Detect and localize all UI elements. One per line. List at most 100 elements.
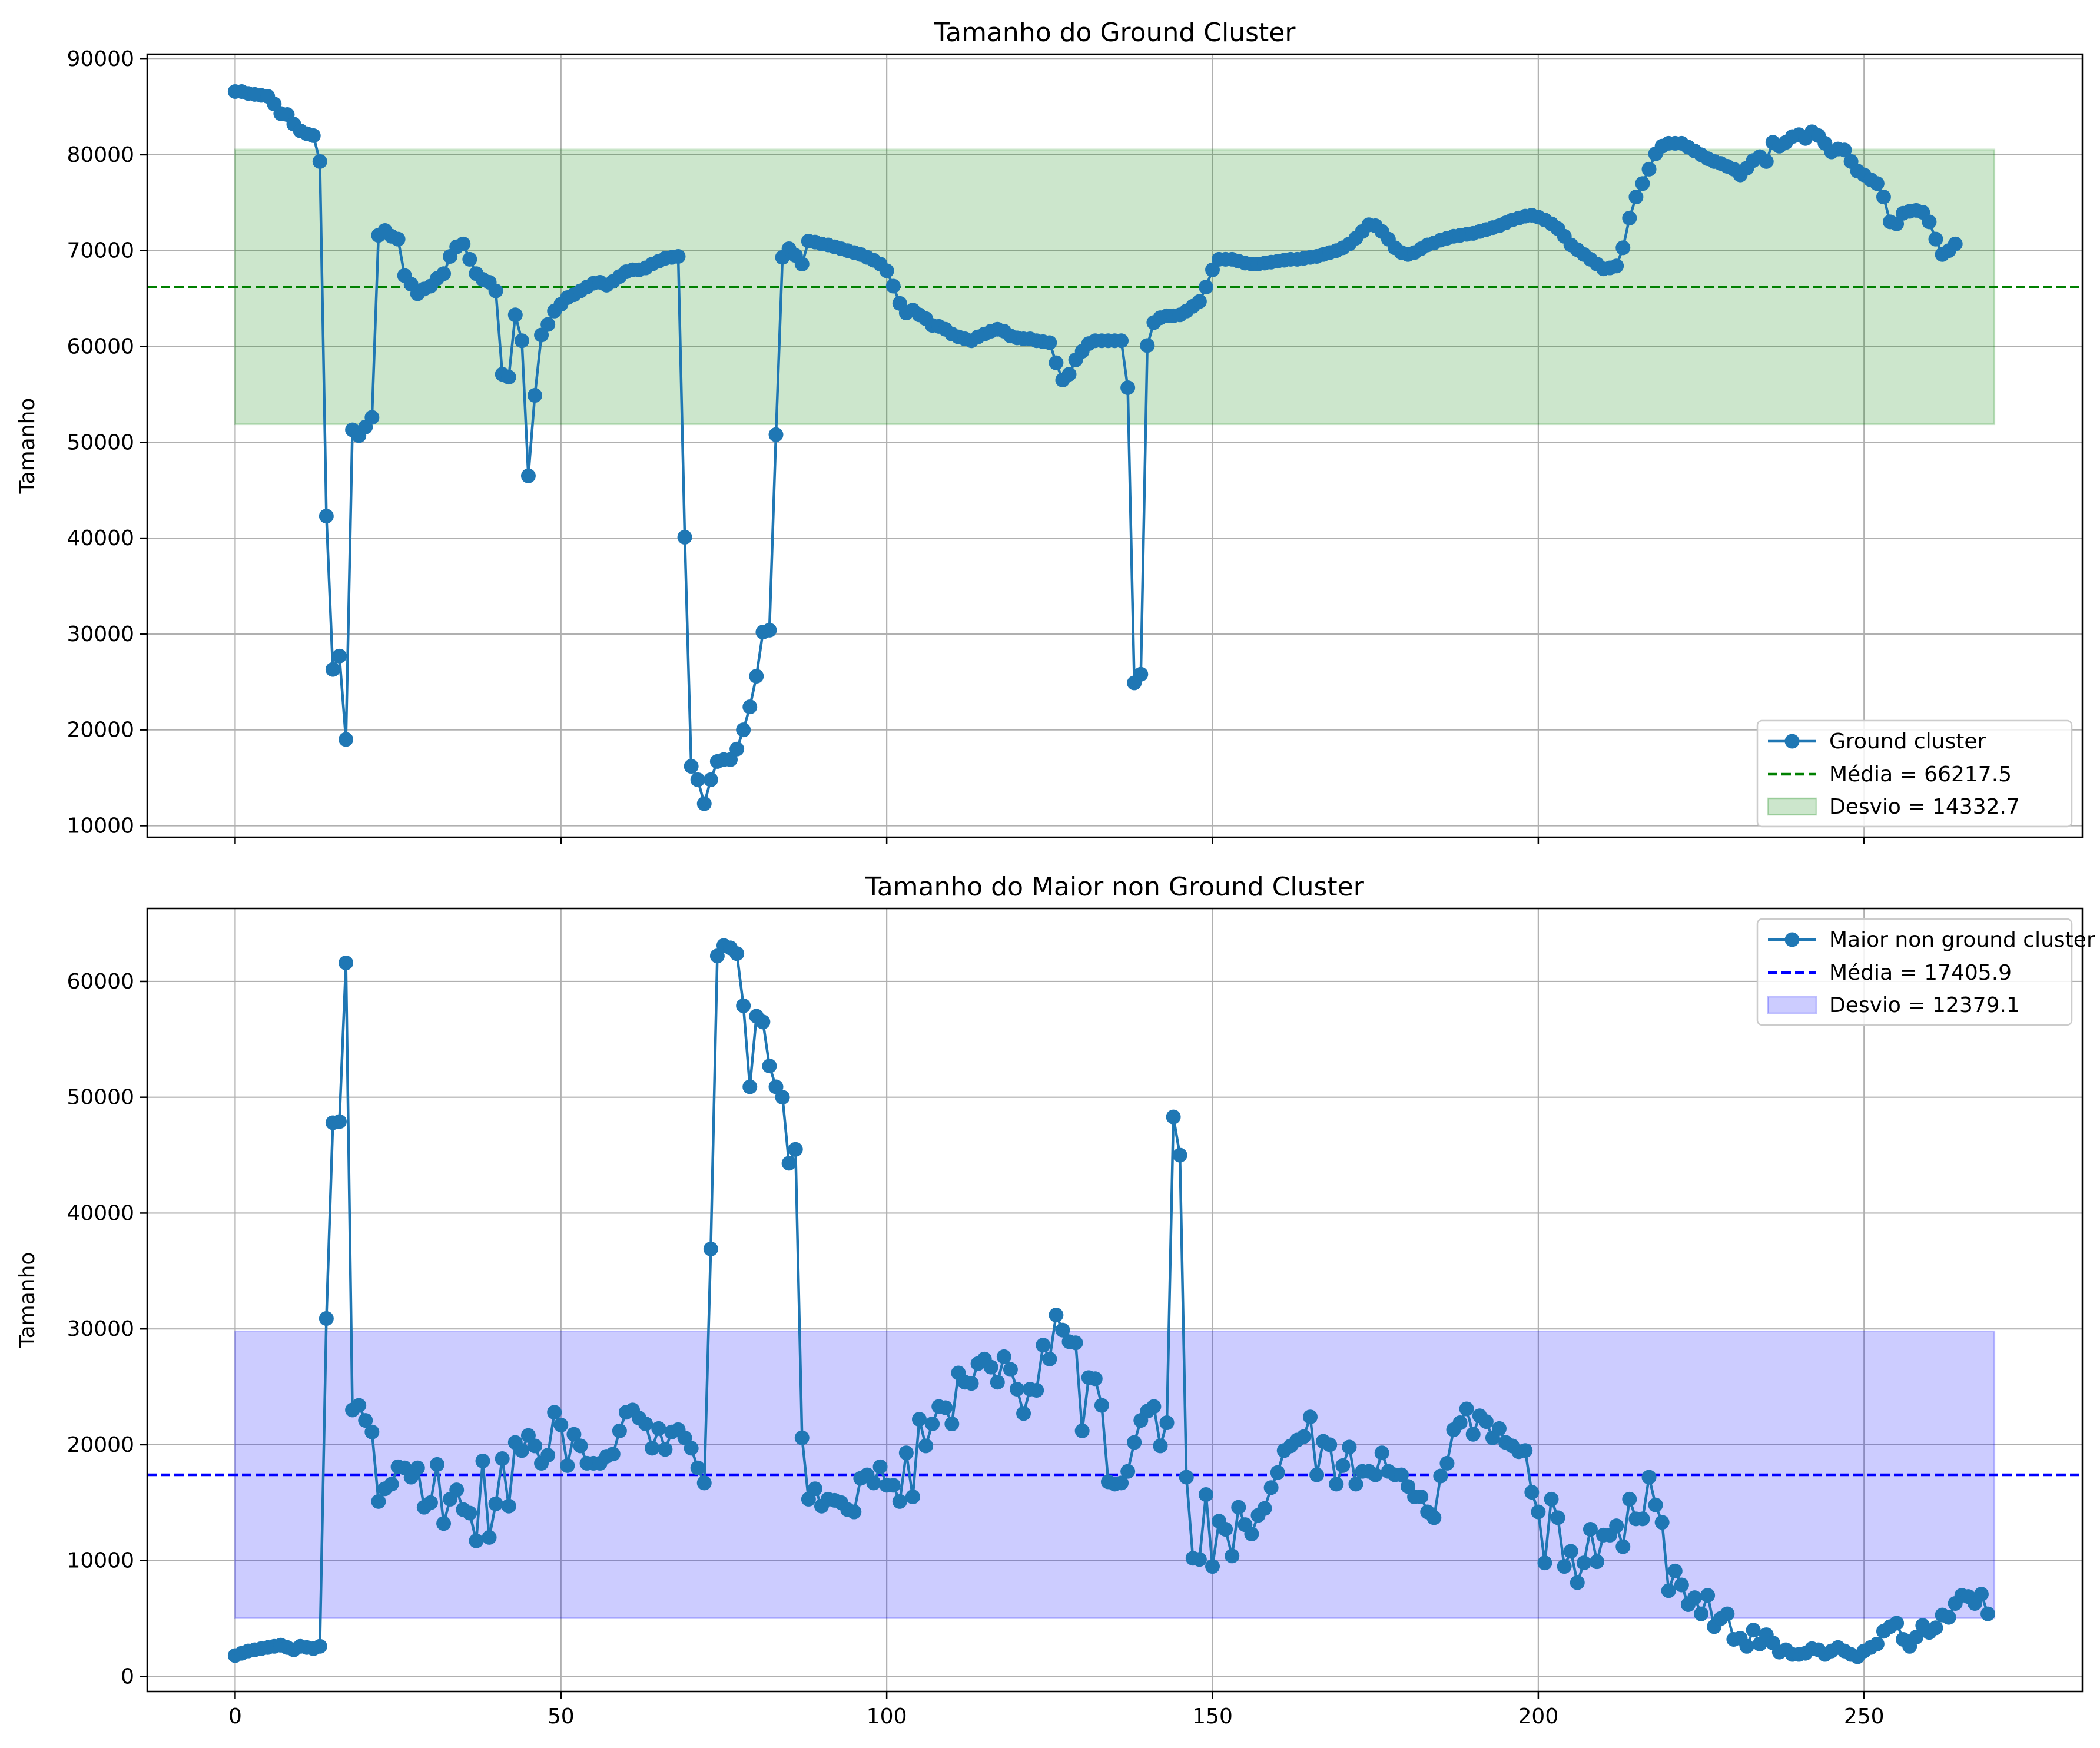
data-point bbox=[807, 1481, 822, 1497]
y-tick-label: 60000 bbox=[67, 335, 134, 359]
data-point bbox=[1837, 142, 1852, 158]
data-point bbox=[1869, 176, 1885, 191]
data-point bbox=[872, 1459, 888, 1474]
data-point bbox=[390, 231, 406, 247]
data-point bbox=[495, 1451, 510, 1467]
data-point bbox=[1628, 190, 1644, 205]
data-point bbox=[1452, 1415, 1468, 1431]
data-point bbox=[1231, 1500, 1246, 1515]
data-point bbox=[547, 1405, 562, 1420]
data-point bbox=[755, 1014, 771, 1030]
data-point bbox=[1635, 176, 1650, 191]
data-point bbox=[514, 1443, 529, 1458]
data-point bbox=[364, 1424, 380, 1439]
data-point bbox=[1192, 1552, 1207, 1567]
data-point bbox=[768, 427, 784, 442]
data-point bbox=[1061, 367, 1077, 382]
data-point bbox=[1544, 1491, 1559, 1507]
data-point bbox=[1615, 1539, 1631, 1554]
data-point bbox=[1218, 1522, 1233, 1537]
data-point bbox=[514, 333, 529, 349]
axes-frame bbox=[146, 907, 2084, 1693]
data-point bbox=[1368, 1467, 1383, 1482]
data-point bbox=[1296, 1429, 1311, 1444]
legend-label: Média = 17405.9 bbox=[1829, 961, 2012, 985]
data-point bbox=[1739, 1638, 1754, 1654]
data-point bbox=[1609, 1518, 1624, 1534]
data-point bbox=[696, 796, 712, 811]
data-point bbox=[1335, 1458, 1351, 1473]
data-point bbox=[1980, 1606, 1996, 1621]
plot-area: 10000 20000 30000 40000 50000 60000 70000 80000… bbox=[67, 47, 2084, 844]
data-point bbox=[553, 1417, 569, 1432]
data-point bbox=[1550, 1510, 1565, 1525]
data-point bbox=[762, 1059, 777, 1074]
data-point bbox=[1049, 355, 1064, 370]
data-point bbox=[1465, 1427, 1481, 1442]
data-point bbox=[520, 468, 536, 483]
data-point bbox=[1661, 1583, 1676, 1598]
legend-label: Desvio = 12379.1 bbox=[1829, 993, 2020, 1017]
y-tick-label: 50000 bbox=[67, 430, 134, 455]
data-point bbox=[528, 388, 543, 403]
data-point bbox=[742, 699, 758, 715]
data-point bbox=[312, 1638, 327, 1654]
data-point bbox=[501, 370, 516, 385]
data-point bbox=[638, 1417, 653, 1432]
data-point bbox=[488, 283, 503, 298]
data-point bbox=[384, 1477, 399, 1492]
data-point bbox=[1491, 1421, 1507, 1436]
data-point bbox=[1322, 1437, 1338, 1452]
data-point bbox=[1244, 1526, 1259, 1541]
data-point bbox=[651, 1421, 666, 1436]
y-tick-label: 20000 bbox=[67, 1433, 134, 1457]
data-point bbox=[885, 1478, 901, 1493]
data-point bbox=[658, 1442, 673, 1457]
data-point bbox=[319, 509, 334, 524]
data-point bbox=[866, 1475, 881, 1491]
data-point bbox=[1576, 1555, 1591, 1571]
data-point bbox=[319, 1311, 334, 1326]
data-point bbox=[1641, 1470, 1657, 1485]
data-point bbox=[1426, 1510, 1442, 1525]
axes-frame bbox=[146, 53, 2084, 838]
non-ground-cluster-chart: Tamanho do Maior non Ground Cluster Tama… bbox=[15, 872, 2095, 1729]
legend-box bbox=[1756, 918, 2073, 1026]
data-point bbox=[488, 1496, 503, 1511]
data-point bbox=[1648, 1497, 1663, 1512]
data-point bbox=[1654, 1515, 1670, 1530]
data-point bbox=[781, 1156, 797, 1171]
data-point bbox=[1303, 1409, 1318, 1425]
data-point bbox=[723, 752, 738, 767]
data-point bbox=[1055, 1322, 1070, 1338]
data-point bbox=[1153, 1438, 1168, 1454]
data-point bbox=[540, 317, 556, 332]
data-point bbox=[1537, 1555, 1552, 1571]
data-point bbox=[528, 1438, 543, 1454]
data-point bbox=[1909, 1630, 1924, 1645]
data-point bbox=[1087, 1371, 1103, 1387]
data-point bbox=[885, 278, 901, 294]
data-point bbox=[1674, 1577, 1689, 1593]
y-tick-label: 40000 bbox=[67, 1201, 134, 1225]
data-point bbox=[684, 1441, 699, 1456]
x-tick-label: 50 bbox=[548, 1704, 575, 1729]
data-point bbox=[1270, 1465, 1285, 1480]
y-axis-label: Tamanho bbox=[15, 398, 39, 495]
data-point bbox=[429, 1457, 444, 1472]
chart-title: Tamanho do Ground Cluster bbox=[934, 18, 1296, 48]
ground-cluster-chart: Tamanho do Ground Cluster Tamanho 10000 2… bbox=[15, 18, 2084, 844]
data-point bbox=[605, 1447, 621, 1462]
data-point bbox=[1583, 1522, 1598, 1537]
data-point bbox=[1635, 1511, 1650, 1527]
data-point bbox=[1700, 1588, 1716, 1603]
data-point bbox=[1225, 1548, 1240, 1564]
data-point bbox=[1563, 1544, 1578, 1559]
y-tick-label: 10000 bbox=[67, 1549, 134, 1573]
legend-band-swatch bbox=[1767, 797, 1817, 816]
data-point bbox=[1114, 333, 1129, 349]
plot-area: 0 50 100 150 200 250 0 10000 20000 30000 40000 5000… bbox=[67, 907, 2095, 1729]
y-tick-label: 10000 bbox=[67, 814, 134, 838]
data-point bbox=[1589, 1554, 1604, 1570]
